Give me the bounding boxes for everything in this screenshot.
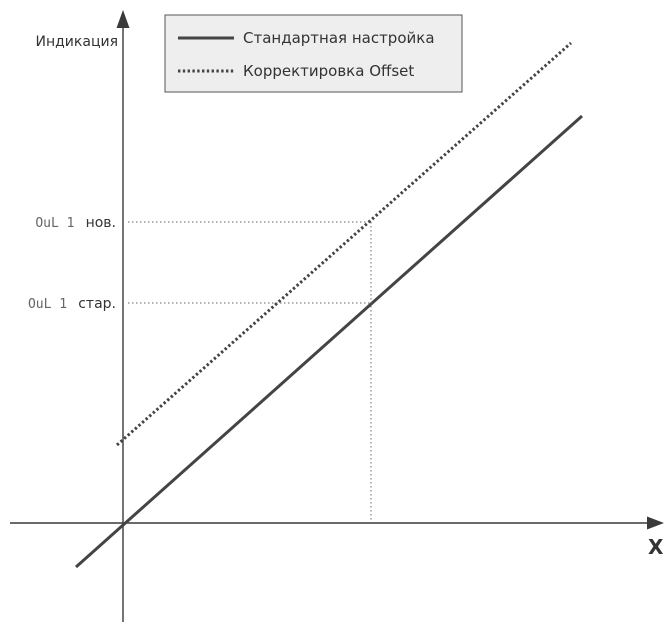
level-new-label: OuL 1 нов. xyxy=(35,212,116,231)
legend-box xyxy=(164,14,463,93)
legend-item-standard: Стандартная настройка xyxy=(243,29,435,47)
y-axis-label: Индикация xyxy=(36,34,119,50)
level-new-code: OuL 1 xyxy=(35,216,74,231)
legend: Стандартная настройка Корректировка Offs… xyxy=(164,14,463,93)
x-axis-label: X xyxy=(648,535,664,559)
x-axis-arrow-icon xyxy=(647,516,664,530)
level-old-label: OuL 1 стар. xyxy=(28,293,116,312)
standard-line xyxy=(75,114,583,569)
offset-line xyxy=(116,41,572,447)
legend-item-offset: Корректировка Offset xyxy=(243,62,414,80)
level-old-code: OuL 1 xyxy=(28,297,67,312)
level-new-suffix: нов. xyxy=(86,215,116,231)
level-old-suffix: стар. xyxy=(78,296,116,312)
y-axis-arrow-icon xyxy=(116,10,130,28)
